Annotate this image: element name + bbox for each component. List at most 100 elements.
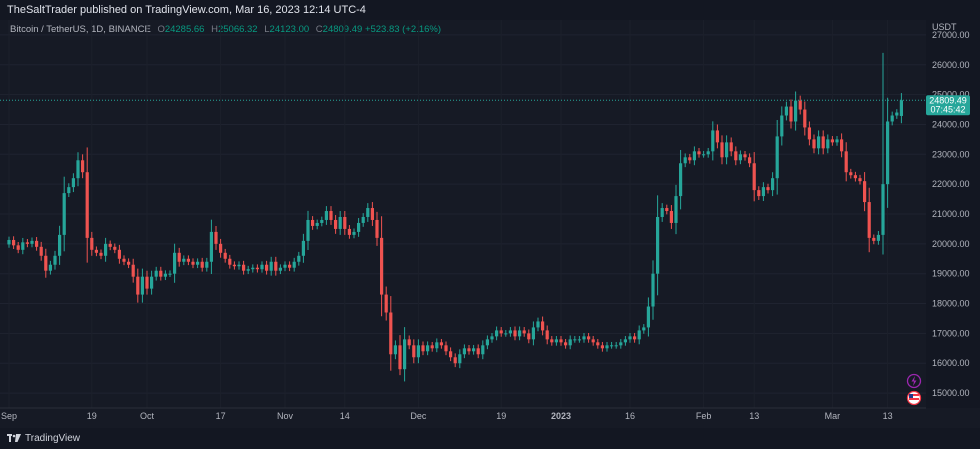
candle (821, 130, 825, 155)
time-tick-label: 13 (749, 411, 759, 421)
candle (182, 255, 186, 266)
candle (334, 215, 338, 234)
lightning-icon[interactable] (906, 373, 922, 389)
candle (421, 341, 425, 356)
candle (232, 261, 236, 270)
candle (890, 111, 894, 126)
candle (416, 339, 420, 364)
candle (90, 231, 94, 256)
price-axis-bg[interactable] (926, 20, 980, 408)
candle (389, 296, 393, 371)
candle (131, 258, 135, 283)
candle (453, 353, 457, 368)
candle (205, 257, 209, 272)
candle (150, 270, 154, 295)
candle (619, 338, 623, 349)
price-tick-label: 27000.00 (932, 30, 970, 40)
grid-lines (0, 20, 926, 408)
candle (830, 136, 834, 146)
candle (329, 206, 333, 225)
candle (508, 327, 512, 337)
candle (660, 203, 664, 222)
flag-icon[interactable] (906, 390, 922, 406)
price-tick-label: 19000.00 (932, 269, 970, 279)
candle (536, 317, 540, 332)
open-label: O (157, 24, 165, 35)
candle (209, 219, 213, 274)
candle (16, 241, 20, 254)
candle (53, 250, 57, 270)
candle (297, 251, 301, 266)
candle (472, 344, 476, 355)
candle (771, 172, 775, 197)
candle (564, 338, 568, 349)
price-tick-label: 21000.00 (932, 209, 970, 219)
candle (844, 142, 848, 182)
candlestick-chart[interactable]: USDT 27000.00 26000.00 25000.00 24000.00 230… (0, 20, 980, 428)
candle (320, 216, 324, 227)
time-tick-label: Nov (277, 411, 294, 421)
time-tick-label: Sep (1, 411, 17, 421)
candle (577, 335, 581, 343)
candle (200, 257, 204, 272)
candle (702, 150, 706, 158)
candle (154, 266, 158, 281)
candle (265, 260, 269, 275)
candle (789, 99, 793, 129)
last-price-countdown: 07:45:42 (930, 104, 965, 114)
time-tick-label: 13 (883, 411, 893, 421)
candle (840, 133, 844, 158)
candle (637, 325, 641, 345)
candle (242, 260, 246, 275)
candle (219, 238, 223, 258)
time-tick-label: 19 (87, 411, 97, 421)
candle (886, 97, 890, 208)
candle (260, 261, 264, 273)
candle (872, 234, 876, 245)
price-tick-label: 20000.00 (932, 239, 970, 249)
candle (499, 327, 503, 337)
publish-info: TheSaltTrader published on TradingView.c… (7, 4, 366, 16)
candle (867, 187, 871, 253)
candle (757, 186, 761, 200)
candle (775, 119, 779, 195)
chart-area[interactable] (0, 20, 980, 428)
candle (444, 341, 448, 356)
candle (587, 333, 591, 343)
candle (352, 228, 356, 239)
candle (522, 327, 526, 337)
publish-header: TheSaltTrader published on TradingView.c… (0, 0, 980, 20)
candle (407, 335, 411, 350)
candle (899, 93, 903, 124)
candle (251, 264, 255, 273)
candle (113, 243, 117, 254)
footer-brand: TradingView (25, 433, 81, 444)
candle (853, 171, 857, 182)
candle (21, 237, 25, 255)
candle (127, 258, 131, 269)
candle (720, 135, 724, 165)
candle (849, 168, 853, 179)
candle (426, 341, 430, 356)
candle (458, 349, 462, 369)
candle (490, 333, 494, 343)
candle (375, 211, 379, 246)
candle (812, 134, 816, 154)
time-axis: Sep 19 Oct 17 Nov 14 Dec 19 2023 16 Feb 13 Mar 13 (1, 411, 893, 421)
candle (531, 321, 535, 346)
time-tick-label: Feb (696, 411, 712, 421)
candle (439, 338, 443, 349)
candle (228, 254, 232, 269)
price-tick-label: 18000.00 (932, 299, 970, 309)
candle (582, 333, 586, 343)
candle (554, 335, 558, 346)
candle (738, 150, 742, 165)
candle (798, 95, 802, 115)
candle (688, 153, 692, 164)
candle (76, 152, 80, 187)
candle (117, 244, 121, 264)
candle (255, 264, 259, 273)
candle (628, 333, 632, 343)
ohlc-legend: Bitcoin / TetherUS, 1D, BINANCE O24285.6… (10, 24, 441, 35)
price-tick-label: 22000.00 (932, 179, 970, 189)
